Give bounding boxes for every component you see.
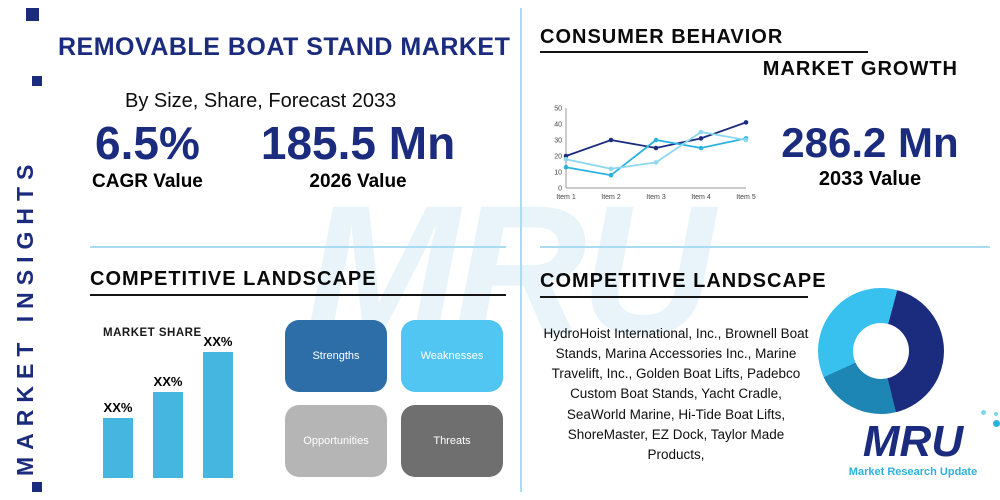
y-tick-label: 10 [554,170,562,177]
logo-tagline: Market Research Update [848,466,978,478]
x-tick-label: Item 3 [646,194,666,201]
page-title: REMOVABLE BOAT STAND MARKET [58,32,511,61]
value-2026: 185.5 Mn [260,117,456,169]
data-point-marker [563,156,569,162]
value-2033: 286.2 Mn [781,119,959,166]
corner-square-decoration [26,8,39,21]
logo-dot-icon [981,410,986,415]
data-point-marker [743,137,749,143]
data-point-marker [743,120,749,125]
market-share-bar: XX% [153,374,183,478]
market-share-bar: XX% [203,334,233,478]
competitive-left-underline [90,294,506,296]
competitive-landscape-left-heading: COMPETITIVE LANDSCAPE [90,268,377,290]
market-growth-heading: MARKET GROWTH [762,58,958,80]
sidebar-square-bottom-decoration [32,482,42,492]
value-2026-label: 2026 Value [309,170,407,192]
swot-grid: Strengths Weaknesses Opportunities Threats [285,320,503,477]
competitive-landscape-right-heading: COMPETITIVE LANDSCAPE [540,270,827,292]
logo-text: MRU [862,417,964,466]
market-share-bar: XX% [103,400,133,478]
y-tick-label: 0 [558,186,562,193]
data-point-marker [698,145,704,151]
market-share-label: MARKET SHARE [103,327,202,339]
x-tick-label: Item 4 [691,194,711,201]
bar-value-label: XX% [203,334,233,349]
data-point-marker [653,145,659,151]
market-share-bar-chart: XX% XX% XX% [103,334,233,478]
data-point-marker [608,172,614,178]
cagr-label: CAGR Value [92,170,203,192]
data-point-marker [608,166,614,172]
y-tick-label: 20 [554,154,562,161]
growth-line-chart: 0 10 20 30 40 50 Item 1 Item 2 Item 3 Item 4 Item … [554,106,756,202]
consumer-behavior-underline [540,51,868,53]
donut-hole [853,323,909,379]
vertical-divider [520,8,522,492]
data-point-marker [653,160,659,165]
sidebar-vertical-label: MARKET INSIGHTS [12,157,38,476]
bar-value-label: XX% [103,400,133,415]
consumer-behavior-heading: CONSUMER BEHAVIOR [540,26,784,48]
data-point-marker [653,137,659,143]
bar [103,418,133,478]
swot-weaknesses: Weaknesses [401,320,503,392]
data-point-marker [698,129,704,135]
value-2033-stat: 286.2 Mn 2033 Value [770,119,970,191]
competitive-right-underline [540,296,808,298]
swot-threats: Threats [401,405,503,477]
x-tick-label: Item 2 [601,194,621,201]
logo-dot-icon [994,412,998,416]
horizontal-divider-left [90,246,506,248]
swot-opportunities: Opportunities [285,405,387,477]
x-tick-label: Item 5 [736,194,756,201]
stats-row: 6.5% CAGR Value 185.5 Mn 2026 Value [92,118,455,193]
market-share-donut-chart [818,288,944,414]
x-tick-label: Item 1 [556,194,576,201]
data-point-marker [563,153,569,159]
cagr-value: 6.5% [95,117,200,169]
data-point-marker [608,137,614,143]
swot-strengths: Strengths [285,320,387,392]
logo-dot-icon [993,420,1000,427]
data-point-marker [698,136,704,141]
y-tick-label: 50 [554,106,562,113]
line-series [565,137,747,177]
bar [153,392,183,478]
y-tick-label: 30 [554,138,562,145]
page-subtitle: By Size, Share, Forecast 2033 [125,90,397,112]
bar [203,352,233,478]
data-point-marker [563,164,569,170]
company-list: HydroHoist International, Inc., Brownell… [543,325,809,463]
y-tick-label: 40 [554,122,562,129]
cagr-stat: 6.5% CAGR Value [92,118,203,193]
bar-value-label: XX% [153,374,183,389]
value-2033-label: 2033 Value [818,168,922,191]
value-2026-stat: 185.5 Mn 2026 Value [261,118,455,193]
sidebar-square-top-decoration [32,76,42,86]
brand-logo: MRU Market Research Update [836,410,1000,478]
horizontal-divider-right [540,246,990,248]
